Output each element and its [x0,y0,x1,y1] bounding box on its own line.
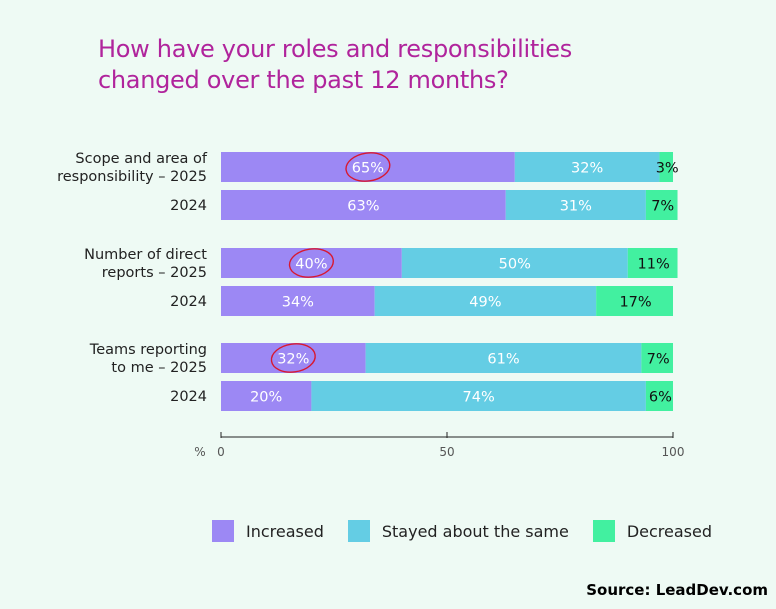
bar-segment-same [374,286,597,316]
data-label-decreased: 17% [619,295,651,311]
bar-segment-same [505,190,646,220]
bar-segment-same [311,381,646,411]
data-label-same: 49% [469,295,501,311]
data-label-same: 50% [499,257,531,273]
bar-segment-increased [221,381,312,411]
bar-segment-decreased [641,343,673,373]
data-label-decreased: 7% [651,199,674,215]
legend-label-same: Stayed about the same [381,521,569,541]
bar-segment-decreased [596,286,673,316]
data-label-increased: 65% [352,161,384,177]
data-label-same: 31% [560,199,592,215]
highlight-circle [345,152,391,182]
x-axis-unit-label: % [194,445,205,459]
highlight-circle [288,248,334,278]
bar-segment-decreased [659,152,673,182]
data-label-same: 74% [463,390,495,406]
bar-segment-increased [221,152,515,182]
source-credit: Source: LeadDev.com [586,581,768,599]
data-label-decreased: 3% [656,161,679,177]
data-label-decreased: 11% [638,257,670,273]
chart-title: How have your roles and responsibilities… [98,35,572,94]
legend-swatch-same [347,520,370,542]
category-label: Teams reporting to me – 2025 [89,342,207,376]
data-label-same: 61% [487,352,519,368]
legend-label-decreased: Decreased [626,521,712,541]
x-tick-label: 50 [439,445,454,459]
data-label-decreased: 6% [649,390,672,406]
bar-segment-same [365,343,642,373]
bar-segment-same [514,152,660,182]
category-label: Scope and area of responsibility – 2025 [57,151,208,185]
legend-item-increased: Increased [212,520,324,542]
category-label: Number of direct reports – 2025 [84,247,207,281]
bar-segment-increased [221,286,375,316]
legend-label-increased: Increased [246,521,324,541]
bar-segment-increased [221,343,366,373]
bar-segment-decreased [645,381,673,411]
data-label-increased: 20% [250,390,282,406]
data-label-increased: 34% [282,295,314,311]
data-label-increased: 40% [295,257,327,273]
data-label-decreased: 7% [647,352,670,368]
legend-item-same: Stayed about the same [347,520,569,542]
data-label-increased: 32% [277,352,309,368]
bar-segment-increased [221,248,402,278]
category-label: 2024 [170,389,207,405]
legend: Increased Stayed about the same Decrease… [212,520,736,542]
bar-segment-decreased [627,248,678,278]
category-label: 2024 [170,294,207,310]
bar-segment-same [401,248,628,278]
category-label: 2024 [170,198,207,214]
data-label-increased: 63% [347,199,379,215]
legend-swatch-increased [212,520,234,542]
bar-segment-decreased [645,190,678,220]
x-tick-label: 0 [217,445,225,459]
legend-swatch-decreased [592,520,615,542]
x-tick-label: 100 [662,445,685,459]
bar-segment-increased [221,190,506,220]
highlight-circle [270,343,316,373]
data-label-same: 32% [571,161,603,177]
legend-item-decreased: Decreased [592,520,712,542]
